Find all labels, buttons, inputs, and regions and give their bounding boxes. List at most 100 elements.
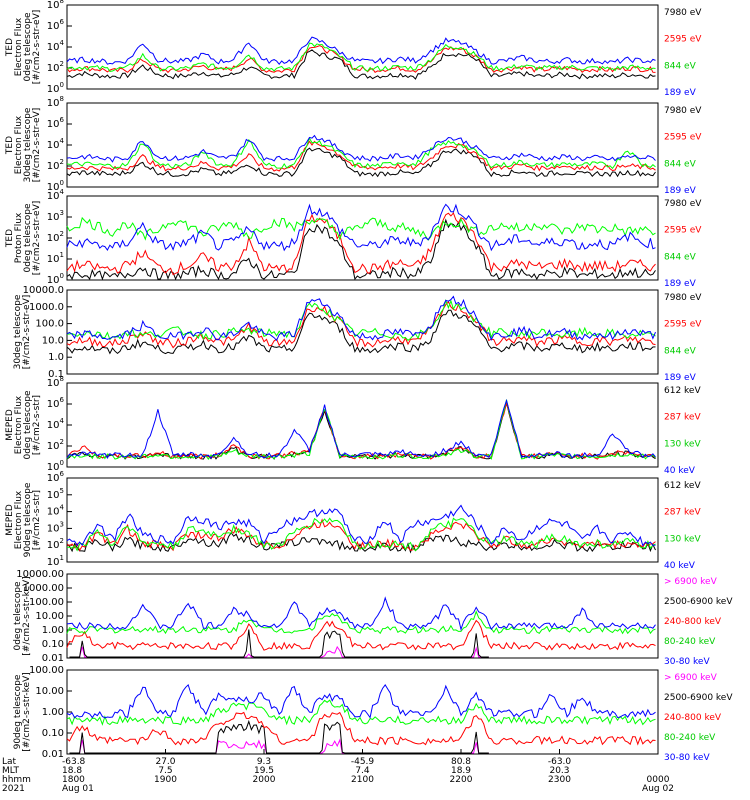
series-line bbox=[66, 298, 656, 341]
x-tick-label: 2300 bbox=[548, 775, 571, 785]
y-tick-label: 102 bbox=[47, 158, 64, 172]
legend-entry: 612 keV bbox=[664, 481, 701, 491]
legend-entry: 612 keV bbox=[664, 386, 701, 396]
y-tick-label: 0.10 bbox=[42, 639, 64, 650]
legend-entry: 40 keV bbox=[664, 561, 696, 571]
x-tick-label: 18.8 bbox=[62, 766, 82, 776]
y-tick-label: 103 bbox=[47, 520, 64, 534]
panel-3: 100 101 102 103 104 TED Proton Flux 0deg telesc… bbox=[5, 188, 702, 289]
series-line bbox=[66, 517, 656, 552]
y-tick-label: 106 bbox=[47, 18, 65, 32]
y-tick-label: 106 bbox=[47, 470, 65, 484]
y-axis-label: Electron Flux bbox=[14, 17, 24, 76]
legend-entry: 7980 eV bbox=[664, 199, 702, 209]
y-tick-label: 108 bbox=[47, 0, 64, 11]
legend-entry: 40 keV bbox=[664, 466, 696, 476]
panel-8: 0.01 0.10 1.00 10.00 100.00 90deg telescope [#… bbox=[13, 665, 733, 763]
y-tick-label: 0.10 bbox=[42, 728, 64, 739]
series-line bbox=[66, 140, 656, 172]
panel-frame bbox=[66, 573, 659, 659]
y-tick-label: 108 bbox=[47, 95, 64, 109]
legend-entry: 7980 eV bbox=[664, 106, 702, 116]
y-tick-label: 103 bbox=[47, 209, 64, 223]
legend-entry: 2595 eV bbox=[664, 320, 702, 330]
y-tick-label: 100 bbox=[47, 272, 64, 286]
legend-entry: 287 keV bbox=[664, 508, 701, 518]
series-line bbox=[66, 136, 656, 170]
series-line bbox=[66, 203, 656, 252]
y-tick-label: 100 bbox=[47, 459, 64, 473]
y-tick-label: 10.00 bbox=[35, 611, 64, 622]
series-line bbox=[66, 218, 656, 281]
series-line bbox=[66, 309, 656, 355]
x-tick-label: 80.8 bbox=[451, 757, 471, 767]
y-tick-label: 105 bbox=[47, 487, 64, 501]
series-line bbox=[66, 216, 656, 241]
y-axis-label: 30deg telescope bbox=[13, 294, 23, 369]
legend-entry: 844 eV bbox=[664, 252, 697, 262]
legend-entry: 30-80 keV bbox=[664, 657, 710, 667]
y-tick-label: 104 bbox=[47, 417, 65, 431]
y-tick-label: 100.0 bbox=[35, 319, 64, 330]
series-line bbox=[66, 134, 656, 163]
legend-entry: 80-240 keV bbox=[664, 733, 716, 743]
x-tick-label: 2100 bbox=[351, 775, 374, 785]
series-line bbox=[66, 401, 656, 460]
panel-6: 101 102 103 104 105 106 MEPED Electron Flux 90de… bbox=[5, 470, 701, 571]
y-axis-label: 0deg telescope bbox=[23, 12, 33, 82]
panel-1: 100 102 104 106 108 TED Electron Flux 0deg tele… bbox=[5, 0, 702, 98]
y-tick-label: 0.1 bbox=[48, 369, 64, 380]
x-tick-label: 7.5 bbox=[158, 766, 172, 776]
legend-entry: 240-800 keV bbox=[664, 617, 722, 627]
y-tick-label: 1.00 bbox=[42, 625, 64, 636]
series-line bbox=[66, 399, 656, 460]
legend-entry: 189 eV bbox=[664, 88, 697, 98]
y-tick-label: 104 bbox=[47, 39, 65, 53]
panel-2: 100 102 104 106 108 TED Electron Flux 30deg tel… bbox=[5, 95, 702, 196]
y-tick-label: 100 bbox=[47, 179, 64, 193]
y-axis-label: [#/cm2-s-str-eV] bbox=[32, 201, 42, 276]
legend-entry: 7980 eV bbox=[664, 8, 702, 18]
x-tick-label: 18.9 bbox=[451, 766, 471, 776]
legend-entry: 130 keV bbox=[664, 439, 701, 449]
y-tick-label: 104 bbox=[47, 137, 65, 151]
legend-entry: 189 eV bbox=[664, 373, 697, 383]
x-tick-label: 0000 bbox=[647, 775, 670, 785]
y-tick-label: 102 bbox=[47, 438, 64, 452]
y-tick-label: 100.00 bbox=[29, 665, 64, 676]
y-axis-label: 0deg telescope bbox=[23, 390, 33, 460]
series-line bbox=[66, 49, 656, 80]
legend-entry: 2500-6900 keV bbox=[664, 693, 733, 703]
x-tick-label: 7.4 bbox=[355, 766, 370, 776]
series-line bbox=[66, 36, 656, 66]
y-tick-label: 100.00 bbox=[29, 597, 64, 608]
y-tick-label: 10000.0 bbox=[23, 285, 64, 296]
series-line bbox=[66, 610, 656, 635]
series-line bbox=[66, 42, 656, 72]
y-axis-label: 30deg telescope bbox=[23, 107, 33, 182]
y-tick-label: 106 bbox=[47, 396, 65, 410]
y-axis-label: TED bbox=[5, 38, 15, 57]
legend-entry: > 6900 keV bbox=[664, 577, 718, 587]
y-axis-label: [#/cm2-s-str-eV] bbox=[32, 10, 42, 85]
x-tick-label: 2000 bbox=[253, 775, 276, 785]
x-tick-label: 1800 bbox=[62, 775, 85, 785]
legend-entry: > 6900 keV bbox=[664, 673, 718, 683]
legend-entry: 80-240 keV bbox=[664, 637, 716, 647]
y-axis-label: [#/cm2-s-str-eV] bbox=[32, 108, 42, 183]
y-axis-label: [#/cm2-s-str-keV] bbox=[22, 672, 32, 751]
y-axis-label: MEPED bbox=[5, 504, 15, 536]
y-tick-label: 1.00 bbox=[42, 707, 64, 718]
y-tick-label: 1.0 bbox=[48, 352, 64, 363]
legend-entry: 2595 eV bbox=[664, 35, 702, 45]
y-tick-label: 101 bbox=[47, 251, 64, 265]
legend-entry: 2595 eV bbox=[664, 226, 702, 236]
y-tick-label: 101 bbox=[47, 554, 64, 568]
series-line bbox=[66, 402, 656, 460]
x-tick-label: 27.0 bbox=[155, 757, 175, 767]
legend-entry: 2595 eV bbox=[664, 133, 702, 143]
y-axis-label: TED bbox=[5, 229, 15, 248]
y-tick-label: 104 bbox=[47, 504, 65, 518]
